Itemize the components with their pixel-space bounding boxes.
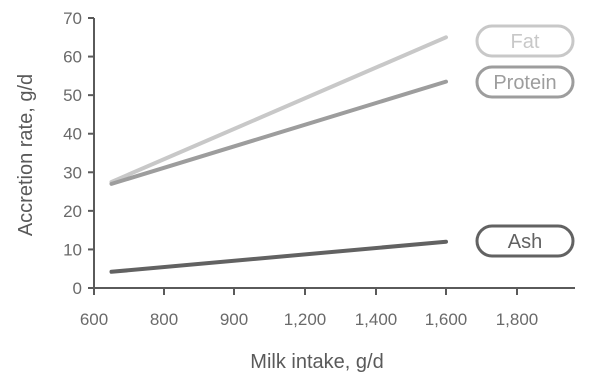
x-axis-title: Milk intake, g/d	[250, 351, 383, 373]
x-tick-label: 600	[80, 310, 108, 329]
series-line-fat	[109, 35, 448, 184]
x-tick-label: 1,200	[284, 310, 327, 329]
series-line-ash	[109, 239, 448, 274]
y-tick-label: 10	[63, 240, 82, 259]
series-labels-group: Fat Protein Ash	[475, 24, 575, 258]
y-tick-label: 30	[63, 163, 82, 182]
series-label-box-protein	[475, 65, 575, 99]
y-tick-label: 60	[63, 48, 82, 67]
series-label-ash: Ash	[508, 231, 542, 253]
x-tick-label: 800	[150, 310, 178, 329]
series-label-box-ash	[475, 224, 575, 258]
series-label-fat: Fat	[511, 31, 540, 53]
x-tick-label: 1,800	[496, 310, 539, 329]
y-tick-label: 20	[63, 202, 82, 221]
series-label-box-fat	[475, 24, 575, 58]
series-group	[109, 35, 448, 274]
series-label-protein: Protein	[493, 72, 556, 94]
y-axis-title: Accretion rate, g/d	[15, 74, 37, 236]
ticks-group: 0 10 20 30 40 50 60 70 600 800 900 1,200 1,400 1,600 1…	[63, 9, 538, 329]
series-line-protein	[109, 79, 448, 186]
y-tick-label: 0	[73, 279, 82, 298]
x-tick-label: 1,600	[425, 310, 468, 329]
y-tick-label: 40	[63, 125, 82, 144]
axes-group	[93, 18, 575, 289]
y-tick-label: 70	[63, 9, 82, 28]
y-tick-label: 50	[63, 86, 82, 105]
x-tick-label: 900	[220, 310, 248, 329]
x-tick-label: 1,400	[355, 310, 398, 329]
